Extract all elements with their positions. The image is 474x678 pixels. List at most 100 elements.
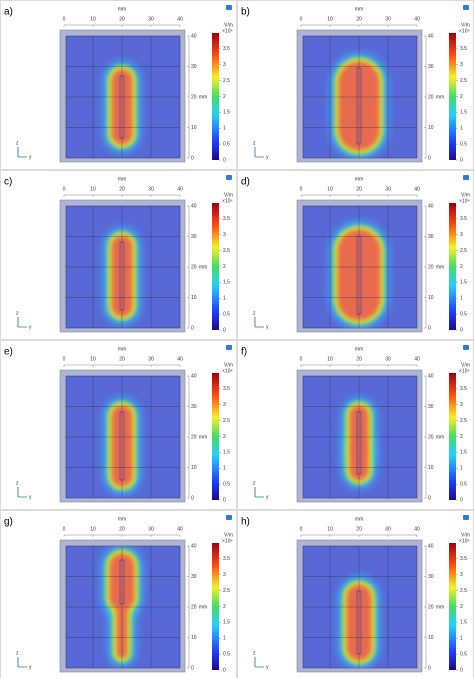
y-tick-label: 0 [191,495,194,501]
panel: e) mm 0 10 20 30 40 0 10 20 30 40 mm V/m×10⁴ 0 0.5 1 1.5 2… [0,340,237,510]
triad-z-label: z [16,140,19,146]
panel: c) mm 0 10 20 30 40 0 10 20 30 40 mm V/m×10⁴ 0 0.5 1 1.5 2… [0,170,237,340]
x-tick-label: 40 [414,356,420,362]
x-tick-label: 0 [63,526,66,532]
triad-y-label: y [266,494,269,500]
colorbar-tick-label: 0 [223,327,226,333]
colorbar-tick-label: 2 [460,434,463,440]
colorbar-tick-label: 3.5 [223,46,230,52]
y-tick-label: 40 [428,543,434,549]
panel: b) mm 0 10 20 30 40 0 10 20 30 40 mm V/m×10⁴ 0 0.5 1 1.5 2… [237,0,474,170]
y-axis-label: mm [199,604,207,610]
colorbar-tick-label: 1.5 [460,280,467,286]
colorbar-tick-label: 1 [223,126,226,132]
colorbar-unit: V/m [224,532,233,538]
colorbar-tick-label: 2.5 [460,248,467,254]
y-tick-label: 10 [191,125,197,131]
x-tick-label: 30 [385,526,391,532]
triad-z-label: z [253,480,256,486]
x-tick-label: 10 [327,16,333,22]
x-tick-label: 40 [177,356,183,362]
colorbar-tick-label: 1.5 [223,450,230,456]
colorbar-tick-label: 2.5 [223,418,230,424]
panel-label: e) [4,347,13,358]
y-tick-label: 0 [428,495,431,501]
colorbar-multiplier: ×10⁴ [459,198,470,204]
y-tick-label: 20 [191,434,197,440]
y-axis-label: mm [436,604,444,610]
y-axis-label: mm [436,264,444,270]
colorbar-tick-label: 0.5 [460,141,467,147]
x-axis-label: mm [118,6,126,12]
y-axis-label: mm [199,264,207,270]
y-tick-label: 20 [191,264,197,270]
x-tick-label: 10 [90,356,96,362]
icon [463,515,469,520]
colorbar-unit: V/m [461,532,470,538]
panel: d) mm 0 10 20 30 40 0 10 20 30 40 mm V/m×10⁴ 0 0.5 1 1.5 2… [237,170,474,340]
y-tick-label: 30 [428,234,434,240]
colorbar-tick-label: 3.5 [223,556,230,562]
triad-z-label: z [253,650,256,656]
x-axis-label: mm [355,516,363,522]
x-tick-label: 30 [385,186,391,192]
colorbar-tick-label: 0.5 [223,311,230,317]
colorbar-multiplier: ×10⁴ [222,28,233,34]
y-tick-label: 10 [428,125,434,131]
colorbar-tick-label: 2 [223,434,226,440]
colorbar-tick-label: 1.5 [460,110,467,116]
colorbar-tick-label: 3 [223,572,226,578]
x-tick-label: 20 [356,186,362,192]
y-tick-label: 10 [428,635,434,641]
x-tick-label: 10 [90,16,96,22]
x-tick-label: 40 [177,16,183,22]
colorbar-tick-label: 0.5 [223,651,230,657]
colorbar-tick-label: 2 [460,264,463,270]
x-tick-label: 30 [148,16,154,22]
colorbar [449,373,456,500]
colorbar-tick-label: 2.5 [223,588,230,594]
x-tick-label: 0 [63,356,66,362]
colorbar-tick-label: 2 [223,604,226,610]
colorbar-tick-label: 1 [460,636,463,642]
colorbar-tick-label: 0 [460,667,463,673]
y-tick-label: 0 [428,325,431,331]
panel-label: a) [4,7,13,18]
x-tick-label: 20 [119,356,125,362]
colorbar-tick-label: 0.5 [460,311,467,317]
colorbar-tick-label: 3.5 [223,216,230,222]
colorbar-tick-label: 1.5 [223,110,230,116]
colorbar-tick-label: 1.5 [460,620,467,626]
triad-y-label: y [29,324,32,330]
colorbar-tick-label: 3 [460,62,463,68]
x-axis-label: mm [118,176,126,182]
y-tick-label: 20 [428,264,434,270]
x-tick-label: 20 [119,526,125,532]
y-tick-label: 30 [191,574,197,580]
x-tick-label: 0 [63,186,66,192]
triad-y-label: y [266,324,269,330]
y-tick-label: 30 [428,64,434,70]
triad-z-label: z [16,480,19,486]
colorbar-tick-label: 3 [223,232,226,238]
colorbar-tick-label: 2 [460,94,463,100]
y-tick-label: 40 [428,33,434,39]
y-axis-label: mm [199,94,207,100]
colorbar-unit: V/m [461,362,470,368]
triad-z-label: z [253,140,256,146]
colorbar-tick-label: 3.5 [460,556,467,562]
colorbar-unit: V/m [461,22,470,28]
triad-y-label: y [29,494,32,500]
y-tick-label: 0 [191,325,194,331]
colorbar-tick-label: 0.5 [223,481,230,487]
colorbar-tick-label: 3.5 [223,386,230,392]
panel-label: g) [4,517,13,528]
x-tick-label: 20 [119,186,125,192]
colorbar-tick-label: 3.5 [460,216,467,222]
x-tick-label: 10 [327,186,333,192]
colorbar-tick-label: 2 [223,94,226,100]
colorbar-multiplier: ×10⁴ [222,368,233,374]
y-tick-label: 40 [191,203,197,209]
y-tick-label: 20 [428,94,434,100]
colorbar [449,203,456,330]
